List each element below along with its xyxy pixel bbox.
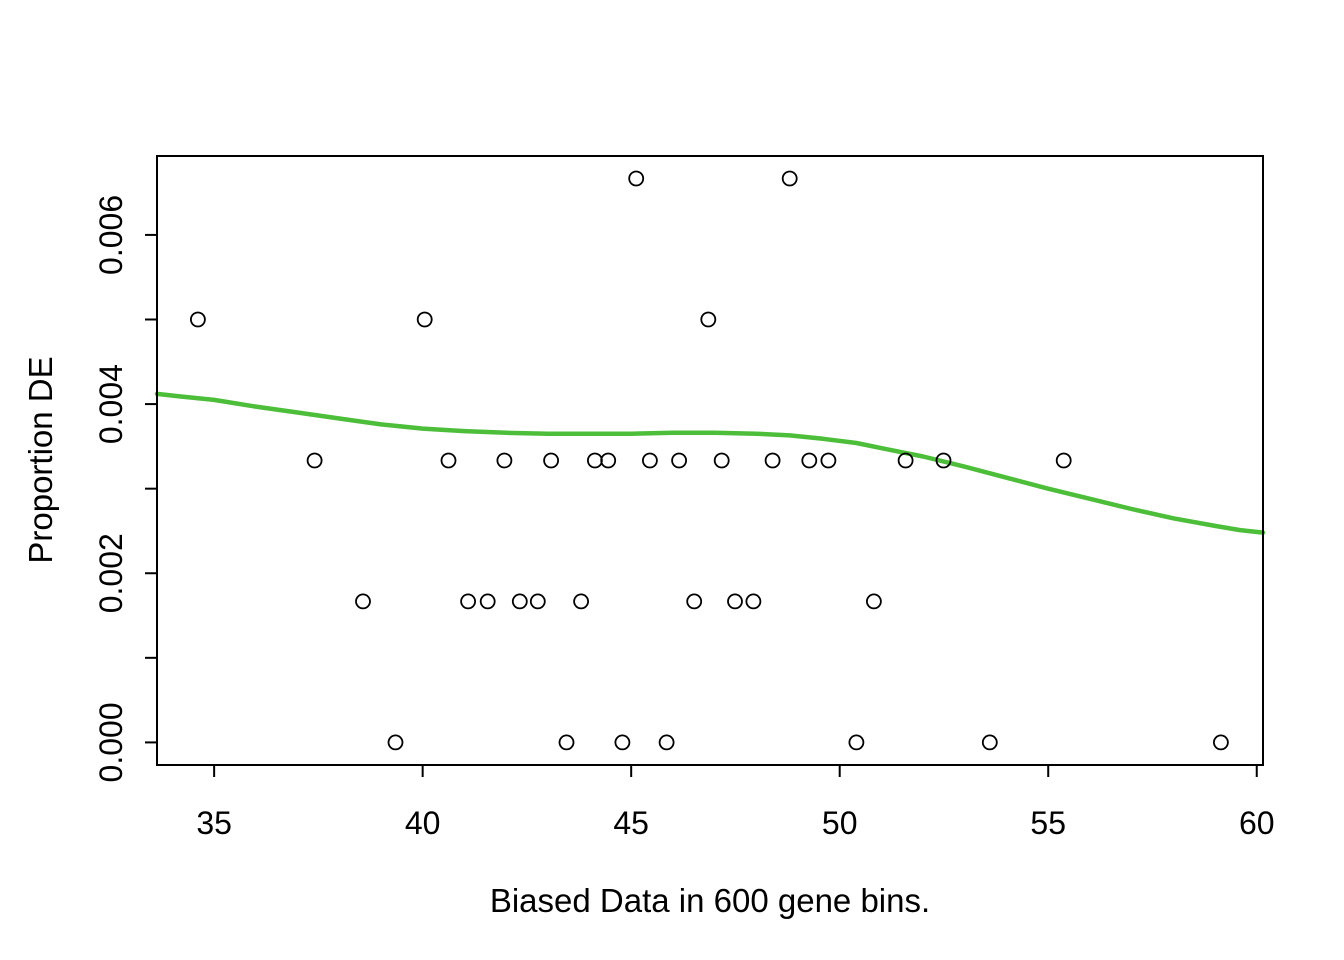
data-point-circle — [558, 734, 575, 751]
data-point-circle — [935, 452, 952, 469]
data-points-layer — [189, 170, 1229, 751]
data-point-circle — [820, 452, 837, 469]
x-axis: 35 40 45 50 55 60 — [196, 765, 1275, 841]
data-point-circle — [511, 593, 528, 610]
data-point-circle — [727, 593, 743, 610]
x-tick-label: 55 — [1030, 805, 1066, 841]
data-point-circle — [628, 170, 645, 187]
data-point-circle — [189, 311, 206, 328]
x-axis-title: Biased Data in 600 gene bins. — [490, 882, 930, 919]
x-tick-label: 50 — [822, 805, 858, 841]
data-point-circle — [642, 452, 658, 469]
data-point-circle — [658, 734, 675, 751]
data-point-circle — [764, 452, 781, 469]
data-point-circle — [355, 593, 371, 610]
y-axis: 0.000 0.002 0.004 0.006 — [93, 195, 157, 782]
x-tick-label: 35 — [196, 805, 232, 841]
data-point-circle — [981, 734, 998, 751]
data-point-circle — [496, 452, 513, 469]
loess-curve — [154, 391, 1266, 535]
data-point-circle — [587, 452, 603, 469]
plot-border — [156, 155, 1264, 766]
y-tick-label: 0.006 — [93, 195, 129, 275]
data-point-circle — [686, 593, 703, 610]
y-tick-label: 0.004 — [93, 364, 129, 444]
data-point-circle — [600, 452, 617, 469]
data-point-circle — [866, 593, 882, 610]
data-point-circle — [897, 452, 914, 469]
data-point-circle — [479, 593, 496, 610]
x-tick-label: 45 — [613, 805, 649, 841]
data-point-circle — [700, 311, 717, 328]
data-point-circle — [306, 452, 323, 469]
x-tick-label: 40 — [405, 805, 441, 841]
data-point-circle — [460, 593, 477, 610]
data-point-circle — [745, 593, 762, 610]
data-point-circle — [614, 734, 631, 751]
y-axis-title: Proportion DE — [22, 356, 59, 563]
data-point-circle — [671, 452, 687, 469]
data-point-circle — [387, 734, 404, 751]
plot-border-layer — [156, 155, 1264, 766]
data-point-circle — [440, 452, 457, 469]
data-point-circle — [713, 452, 730, 469]
x-tick-label: 60 — [1239, 805, 1275, 841]
data-point-circle — [1055, 452, 1072, 469]
data-point-circle — [416, 311, 433, 328]
data-point-circle — [529, 593, 546, 610]
y-tick-label: 0.002 — [93, 533, 129, 613]
loess-curve-layer — [154, 391, 1266, 535]
data-point-circle — [801, 452, 818, 469]
data-point-circle — [781, 170, 798, 187]
data-point-circle — [543, 452, 559, 469]
data-point-circle — [1213, 734, 1229, 751]
y-tick-label: 0.000 — [93, 702, 129, 782]
data-point-circle — [573, 593, 589, 610]
data-point-circle — [848, 734, 865, 751]
